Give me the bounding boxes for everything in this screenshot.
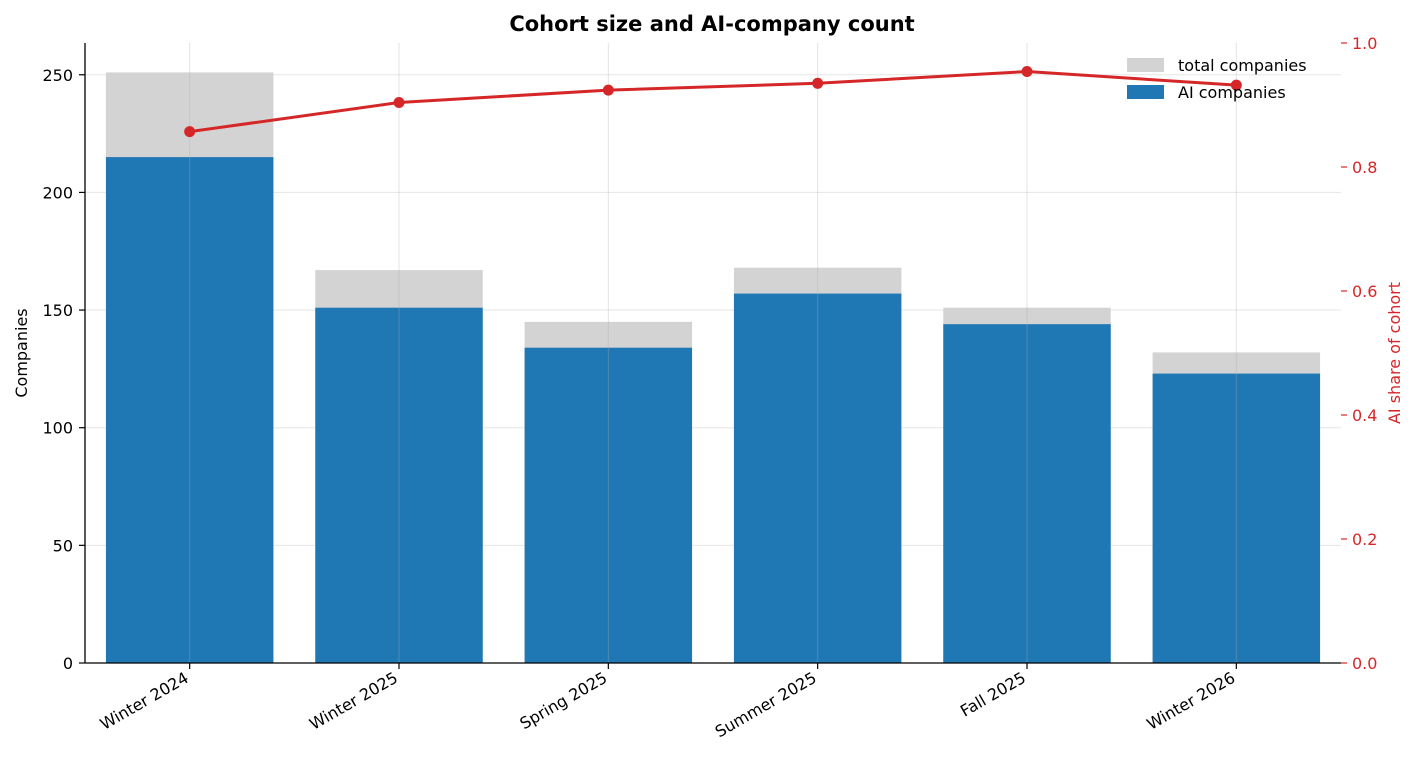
x-tick-label: Winter 2026	[1143, 668, 1238, 734]
ai-share-point	[393, 97, 405, 109]
bar-ai-companies	[1152, 373, 1321, 663]
y2-tick-label: 1.0	[1352, 34, 1377, 53]
legend-swatch-total	[1127, 58, 1164, 72]
ai-share-line	[184, 66, 1242, 138]
y2-tick-label: 0.2	[1352, 530, 1377, 549]
bar-ai-companies	[943, 324, 1111, 663]
y-tick-label: 250	[42, 66, 73, 85]
bars	[105, 43, 1321, 664]
y-tick-label: 200	[42, 183, 73, 202]
legend-label-total: total companies	[1178, 56, 1307, 75]
ai-share-point	[812, 77, 824, 89]
x-tick-label: Fall 2025	[957, 668, 1029, 721]
bar-ai-companies	[733, 293, 902, 663]
y2-tick-label: 0.6	[1352, 282, 1377, 301]
y2-tick-label: 0.4	[1352, 406, 1377, 425]
legend-swatch-ai	[1127, 85, 1164, 99]
bar-ai-companies	[105, 157, 274, 663]
ai-share-point	[1230, 79, 1242, 91]
ai-share-point	[602, 84, 614, 96]
bar-ai-companies	[315, 307, 483, 663]
x-tick-label: Summer 2025	[712, 668, 820, 741]
y2-axis-label: AI share of cohort	[1385, 282, 1404, 424]
x-tick-label: Winter 2025	[306, 668, 401, 734]
legend-label-ai: AI companies	[1178, 83, 1286, 102]
y-tick-label: 150	[42, 301, 73, 320]
legend: total companies AI companies	[1127, 56, 1307, 102]
y2-tick-label: 0.8	[1352, 158, 1377, 177]
y-tick-label: 0	[63, 654, 73, 673]
ai-share-point	[1021, 66, 1033, 78]
x-tick-label: Spring 2025	[516, 668, 610, 733]
y-axis-label: Companies	[12, 308, 31, 397]
y-tick-label: 100	[42, 419, 73, 438]
y2-tick-label: 0.0	[1352, 654, 1377, 673]
bar-ai-companies	[524, 347, 693, 663]
ai-share-polyline	[189, 70, 1237, 134]
y-tick-label: 50	[53, 536, 73, 555]
ai-share-point	[184, 126, 196, 138]
chart-title: Cohort size and AI-company count	[509, 12, 914, 36]
x-tick-label: Winter 2024	[97, 668, 192, 734]
